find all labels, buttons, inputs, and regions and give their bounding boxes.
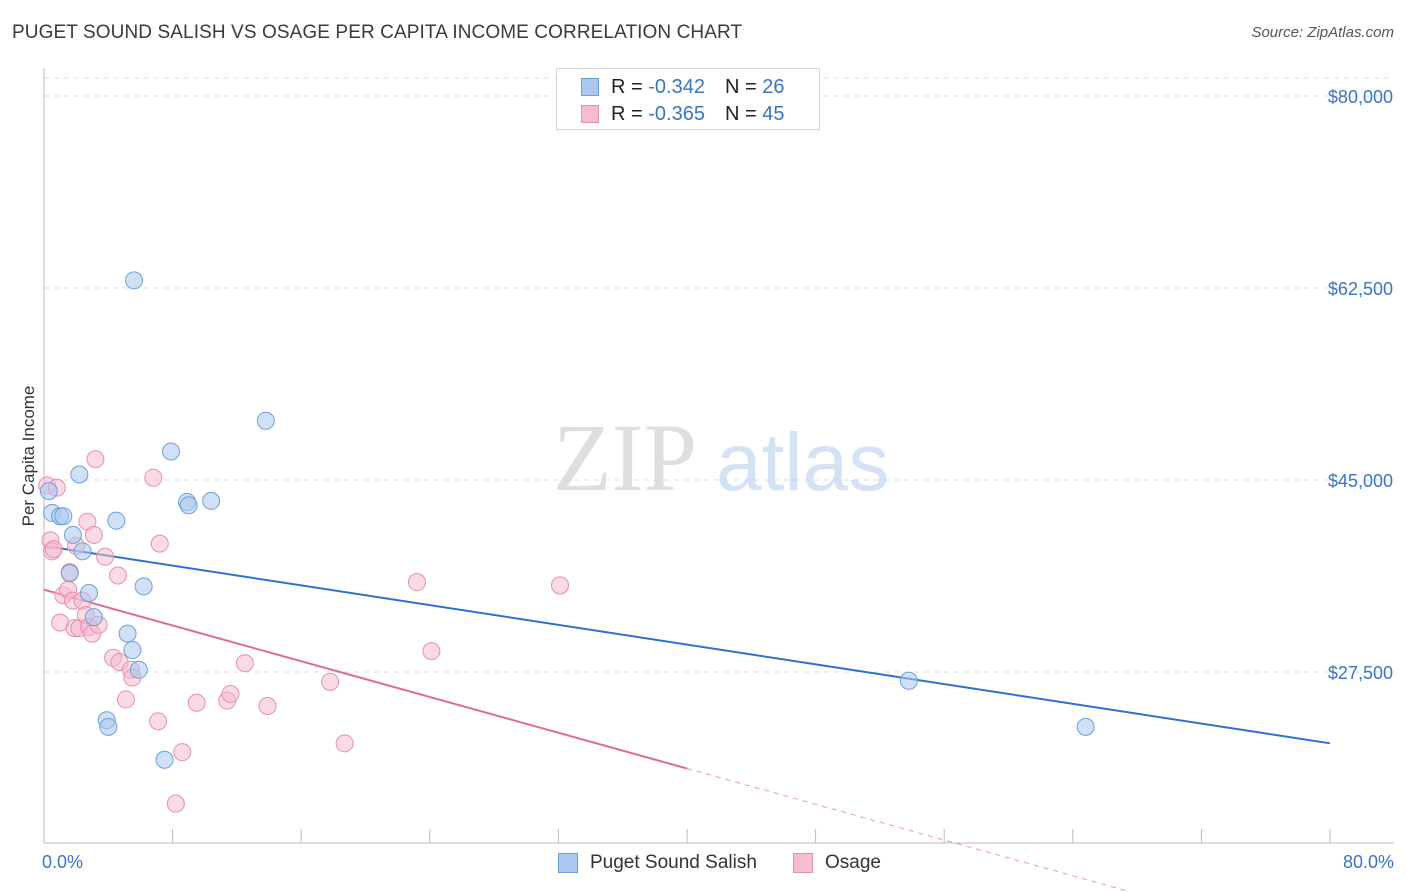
data-point-blue [84,608,103,627]
chart-title: PUGET SOUND SALISH VS OSAGE PER CAPITA I… [12,22,743,43]
legend-n-label: N = [724,75,757,98]
data-point-pink [551,576,570,595]
trend-line-extension-pink [686,768,1130,892]
data-point-pink [144,468,163,487]
series-legend-label: Puget Sound Salish [590,852,757,873]
data-point-blue [123,641,142,660]
gridlines [44,77,1394,673]
data-point-blue [129,660,148,679]
y-tick-label: $80,000 [1328,87,1393,107]
data-point-pink [166,794,185,813]
data-point-blue [125,271,144,290]
data-point-pink [108,566,127,585]
x-tick-label-max: 80.0% [1342,852,1394,872]
y-tick-label: $45,000 [1328,471,1393,491]
watermark: ZIP atlas [553,404,889,511]
y-tick-label: $62,500 [1328,279,1393,299]
data-point-blue [899,671,918,690]
data-point-blue [118,624,137,643]
trend-lines [43,544,1331,892]
legend-n-value: 45 [762,102,785,125]
legend-swatch-pink [581,105,599,123]
data-points [38,271,1095,813]
y-tick-labels: $80,000 $62,500 $45,000 $27,500 [1328,87,1393,683]
data-point-pink [321,672,340,691]
data-point-pink [407,573,426,592]
axes [43,68,1394,844]
legend-row-puget-sound-salish: R = -0.342 N = 26 [581,75,784,99]
watermark-zip: ZIP [553,404,697,511]
y-axis-label: Per Capita Income [19,385,38,527]
data-point-blue [99,717,118,736]
x-tick-label-min: 0.0% [42,852,84,872]
legend-r-label: R = [611,75,643,98]
data-point-pink [422,642,441,661]
y-tick-label: $27,500 [1328,663,1393,683]
data-point-blue [39,481,58,500]
data-point-blue [202,491,221,510]
legend-n-label: N = [724,102,757,125]
data-point-blue [179,496,198,515]
data-point-pink [84,525,103,544]
data-point-blue [155,750,174,769]
data-point-pink [150,534,169,553]
legend-r-value: -0.365 [648,102,705,125]
data-point-pink [258,697,277,716]
data-point-blue [256,411,275,430]
data-point-pink [173,743,192,762]
series-legend-swatch-blue [558,853,578,873]
data-point-pink [86,450,105,469]
watermark-atlas: atlas [716,417,889,508]
data-point-blue [63,525,82,544]
data-point-blue [54,507,73,526]
correlation-legend: R = -0.342 N = 26 R = -0.365 N = 45 [556,68,820,130]
series-legend-osage: Osage [793,852,881,874]
data-point-blue [161,442,180,461]
data-point-blue [1076,717,1095,736]
series-legend-puget-sound-salish: Puget Sound Salish [558,852,757,874]
legend-swatch-blue [581,78,599,96]
data-point-blue [107,511,126,530]
legend-r-label: R = [611,102,643,125]
data-point-blue [73,542,92,561]
data-point-blue [134,577,153,596]
data-point-pink [221,684,240,703]
data-point-blue [80,584,99,603]
series-legend-label: Osage [825,852,881,873]
trend-line-blue [43,544,1331,745]
data-point-pink [149,712,168,731]
trend-line-pink [43,588,688,770]
data-point-blue [70,465,89,484]
data-point-pink [335,734,354,753]
source-attribution: Source: ZipAtlas.com [1251,24,1394,41]
data-point-blue [60,564,79,583]
data-point-pink [235,654,254,673]
data-point-pink [44,540,63,559]
series-legend-swatch-pink [793,853,813,873]
legend-r-value: -0.342 [648,75,705,98]
legend-row-osage: R = -0.365 N = 45 [581,102,784,126]
data-point-pink [187,693,206,712]
legend-n-value: 26 [762,75,785,98]
data-point-pink [116,690,135,709]
data-point-pink [96,547,115,566]
